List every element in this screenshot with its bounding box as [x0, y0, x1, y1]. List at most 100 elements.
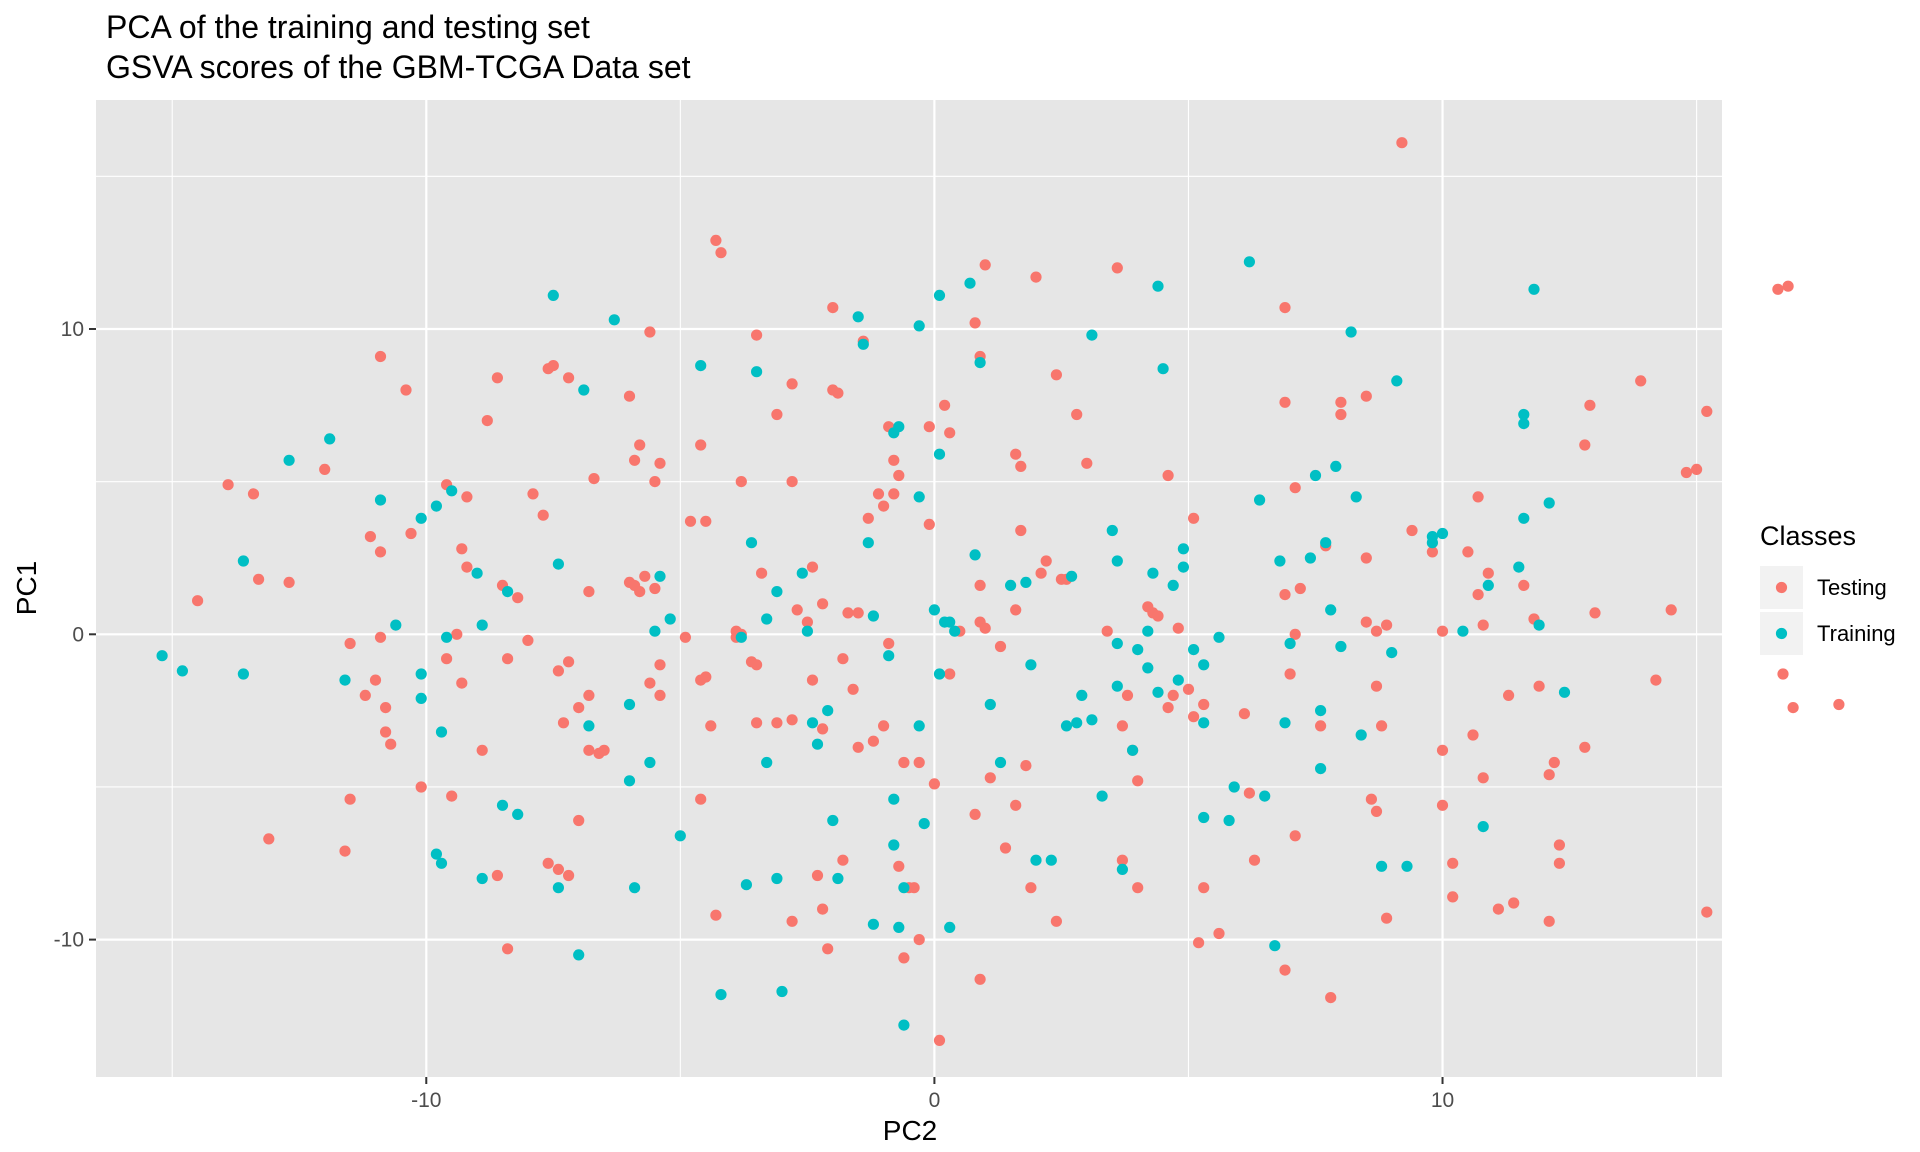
point-training: [415, 512, 427, 524]
point-testing: [1436, 744, 1449, 756]
point-training: [654, 570, 666, 582]
point-testing: [1111, 262, 1123, 274]
point-training: [1330, 460, 1342, 472]
point-training: [883, 650, 895, 662]
point-training: [1142, 662, 1154, 674]
point-training: [1228, 781, 1240, 793]
point-training: [969, 549, 981, 561]
point-testing: [1279, 302, 1291, 314]
point-testing: [1116, 854, 1128, 866]
point-training: [446, 485, 458, 497]
point-testing: [1081, 457, 1093, 469]
point-training: [949, 625, 961, 637]
point-testing: [192, 595, 204, 607]
point-training: [1066, 570, 1078, 582]
point-training: [1198, 717, 1210, 729]
point-testing: [1289, 628, 1301, 640]
point-training: [771, 586, 783, 598]
point-testing: [1508, 897, 1520, 909]
point-training: [644, 756, 656, 769]
point-testing: [817, 903, 829, 915]
point-testing: [481, 415, 493, 427]
point-testing: [380, 726, 392, 738]
point-testing: [1360, 552, 1372, 564]
point-training: [664, 613, 676, 625]
point-testing: [1533, 680, 1545, 692]
point-testing: [969, 808, 981, 821]
point-training: [994, 756, 1007, 769]
point-training: [918, 818, 930, 830]
point-testing: [629, 454, 641, 466]
point-training: [1254, 494, 1266, 506]
point-testing: [817, 723, 829, 735]
point-training: [913, 320, 925, 332]
point-testing: [1787, 702, 1799, 714]
point-testing: [852, 607, 864, 619]
point-training: [623, 698, 636, 711]
point-testing: [878, 720, 890, 732]
minor-gridlines: [96, 100, 1722, 1077]
point-testing: [898, 952, 910, 964]
point-testing: [1477, 619, 1489, 631]
point-testing: [1701, 906, 1713, 918]
point-testing: [634, 586, 646, 598]
point-testing: [1482, 567, 1494, 579]
point-testing: [1315, 720, 1327, 732]
point-training: [471, 567, 483, 579]
point-testing: [928, 778, 941, 790]
point-training: [1315, 763, 1327, 775]
x-axis-title: PC2: [883, 1115, 937, 1146]
point-testing: [1193, 937, 1205, 949]
point-testing: [1553, 839, 1565, 851]
point-testing: [1553, 857, 1565, 869]
point-training: [496, 799, 509, 811]
point-testing: [867, 735, 880, 747]
point-training: [237, 668, 249, 680]
point-testing: [1579, 439, 1591, 451]
point-testing: [842, 607, 854, 619]
point-testing: [751, 329, 763, 341]
point-training: [552, 882, 565, 894]
point-training: [776, 985, 788, 998]
point-testing: [1010, 799, 1022, 811]
point-testing: [1477, 772, 1489, 784]
point-testing: [1691, 463, 1703, 475]
point-testing: [913, 756, 925, 769]
point-testing: [522, 634, 534, 647]
point-testing: [369, 674, 382, 686]
point-testing: [491, 869, 503, 882]
point-training: [237, 555, 249, 567]
point-testing: [1071, 408, 1083, 421]
point-training: [1345, 326, 1357, 338]
series-testing: [192, 137, 1845, 1046]
point-testing: [735, 476, 747, 488]
point-testing: [359, 689, 371, 702]
point-testing: [1325, 992, 1337, 1004]
point-testing: [583, 586, 595, 598]
point-testing: [1198, 882, 1210, 894]
point-training: [1111, 555, 1123, 567]
point-training: [176, 665, 188, 677]
legend-item-training: Training: [1760, 612, 1896, 655]
point-testing: [1376, 720, 1388, 732]
point-training: [339, 674, 351, 686]
point-testing: [385, 738, 397, 750]
legend-label: Training: [1817, 621, 1896, 646]
point-training: [933, 289, 946, 301]
legend-swatch: [1775, 581, 1788, 594]
point-testing: [1365, 793, 1377, 805]
point-testing: [502, 653, 514, 665]
point-training: [1518, 512, 1530, 524]
point-training: [862, 537, 874, 549]
point-testing: [994, 640, 1007, 653]
point-testing: [715, 247, 727, 259]
point-testing: [1492, 903, 1504, 915]
point-training: [964, 277, 976, 289]
point-training: [1116, 863, 1128, 876]
point-testing: [1050, 915, 1062, 927]
point-testing: [944, 427, 956, 439]
point-testing: [1635, 375, 1647, 387]
point-testing: [400, 384, 412, 396]
point-training: [771, 872, 783, 885]
